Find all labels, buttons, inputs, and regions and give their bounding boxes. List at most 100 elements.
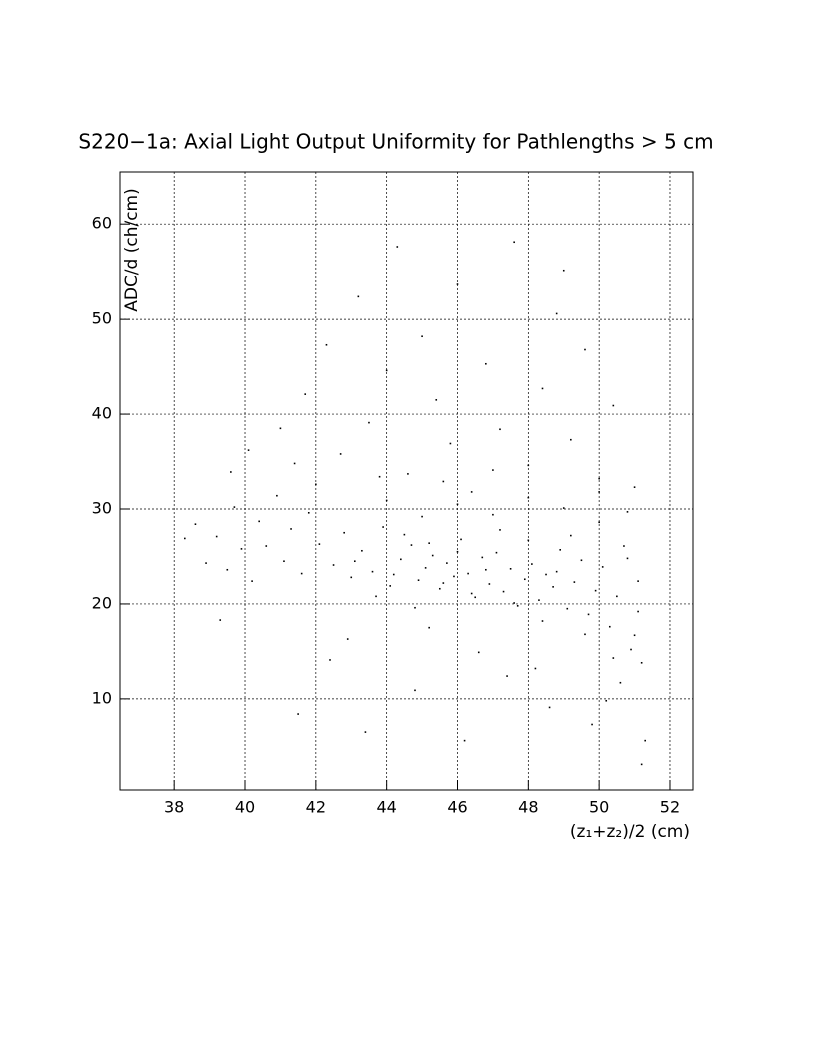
point bbox=[332, 564, 335, 566]
point bbox=[396, 246, 399, 248]
point bbox=[555, 570, 558, 573]
x-axis-label: (z₁+z₂)/2 (cm) bbox=[570, 822, 690, 842]
point bbox=[346, 638, 349, 640]
y-tick-label: 30 bbox=[92, 499, 112, 518]
point bbox=[559, 549, 561, 551]
point bbox=[361, 549, 363, 552]
point bbox=[371, 570, 374, 573]
point bbox=[637, 580, 639, 582]
y-tick-label: 10 bbox=[92, 688, 112, 707]
point bbox=[435, 399, 438, 401]
point bbox=[584, 348, 586, 351]
chart-title: S220−1a: Axial Light Output Uniformity f… bbox=[78, 130, 713, 154]
point bbox=[566, 607, 569, 610]
point bbox=[421, 515, 423, 518]
point bbox=[598, 477, 600, 480]
point bbox=[619, 681, 622, 684]
x-tick-label: 44 bbox=[376, 798, 396, 817]
point bbox=[431, 554, 434, 557]
point bbox=[598, 521, 600, 524]
point bbox=[414, 606, 416, 609]
point bbox=[545, 573, 547, 576]
y-tick-label: 20 bbox=[92, 593, 112, 612]
point bbox=[608, 625, 611, 628]
point bbox=[325, 343, 328, 346]
point bbox=[492, 469, 494, 471]
point bbox=[265, 545, 268, 547]
point bbox=[594, 589, 597, 592]
point bbox=[562, 507, 565, 509]
point bbox=[226, 568, 229, 571]
point bbox=[251, 580, 253, 582]
point bbox=[456, 283, 459, 285]
point bbox=[616, 595, 618, 598]
point bbox=[495, 551, 498, 554]
point bbox=[605, 699, 608, 702]
x-tick-label: 48 bbox=[518, 798, 538, 817]
y-tick-label: 60 bbox=[92, 214, 112, 233]
point bbox=[626, 511, 629, 513]
point bbox=[513, 241, 515, 244]
point bbox=[499, 428, 501, 431]
x-tick-label: 52 bbox=[660, 798, 680, 817]
point bbox=[587, 613, 590, 616]
point bbox=[304, 393, 307, 395]
point bbox=[233, 506, 236, 508]
point bbox=[598, 491, 600, 493]
point bbox=[400, 558, 402, 561]
point bbox=[527, 464, 530, 467]
point bbox=[350, 576, 353, 579]
point bbox=[353, 560, 356, 563]
point bbox=[640, 661, 643, 664]
point bbox=[555, 312, 558, 315]
point bbox=[339, 453, 342, 455]
point bbox=[485, 568, 487, 571]
point bbox=[562, 269, 565, 272]
point bbox=[385, 369, 388, 372]
point bbox=[382, 526, 384, 528]
point bbox=[410, 544, 413, 546]
point bbox=[506, 675, 508, 677]
point bbox=[637, 610, 639, 613]
point bbox=[573, 581, 576, 583]
point bbox=[591, 723, 593, 726]
point bbox=[456, 550, 459, 553]
x-tick-label: 42 bbox=[306, 798, 326, 817]
point bbox=[389, 585, 392, 587]
x-tick-label: 50 bbox=[589, 798, 609, 817]
point bbox=[385, 499, 388, 502]
point bbox=[623, 545, 625, 547]
point bbox=[329, 659, 331, 661]
point bbox=[541, 387, 544, 390]
point bbox=[570, 438, 572, 441]
point bbox=[492, 513, 494, 516]
point bbox=[343, 531, 345, 534]
point bbox=[633, 634, 636, 637]
point bbox=[375, 595, 377, 598]
x-tick-label: 40 bbox=[235, 798, 255, 817]
point bbox=[630, 648, 632, 651]
point bbox=[428, 542, 430, 544]
y-axis-label: ADC/d (ch/cm) bbox=[122, 188, 142, 312]
point bbox=[421, 335, 423, 338]
point bbox=[428, 626, 430, 629]
point bbox=[513, 602, 515, 604]
point bbox=[283, 560, 285, 563]
x-tick-label: 38 bbox=[164, 798, 184, 817]
y-tick-label: 50 bbox=[92, 309, 112, 328]
point bbox=[534, 667, 537, 670]
point bbox=[442, 582, 445, 584]
point bbox=[640, 763, 643, 766]
point bbox=[417, 579, 420, 582]
plot-frame bbox=[119, 171, 694, 791]
point bbox=[488, 583, 491, 585]
point bbox=[552, 586, 554, 588]
y-tick-label: 40 bbox=[92, 404, 112, 423]
point bbox=[449, 442, 452, 445]
point bbox=[601, 566, 604, 568]
point bbox=[300, 572, 303, 575]
point bbox=[580, 559, 583, 562]
point bbox=[318, 543, 321, 545]
point bbox=[293, 462, 296, 465]
